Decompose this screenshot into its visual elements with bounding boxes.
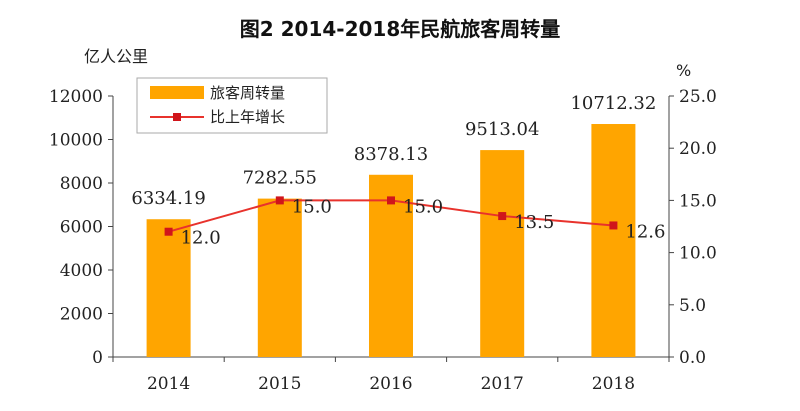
line-point — [609, 221, 618, 230]
bar — [257, 198, 302, 357]
line-point — [164, 227, 173, 236]
data-labels: 6334.19 7282.55 8378.13 9513.04 10712.32 12.0… — [131, 93, 665, 249]
left-tick-label: 0 — [92, 348, 103, 368]
bar — [369, 174, 413, 357]
x-tick-label: 2015 — [258, 374, 301, 394]
left-tick-label: 8000 — [60, 174, 103, 194]
legend-bar-label: 旅客周转量 — [210, 84, 285, 102]
line-value-label: 15.0 — [403, 196, 443, 217]
right-tick-label: 5.0 — [679, 296, 706, 316]
bar — [146, 219, 191, 357]
legend-bar-swatch — [150, 86, 204, 99]
right-tick-label: 10.0 — [679, 244, 717, 264]
line-point — [498, 212, 507, 221]
line-value-label: 13.5 — [514, 212, 554, 233]
legend-line-label: 比上年增长 — [210, 108, 285, 126]
right-tick-label: 20.0 — [679, 139, 717, 159]
bar-value-label: 6334.19 — [131, 188, 205, 209]
bar — [480, 150, 525, 357]
x-tick-label: 2016 — [369, 374, 412, 394]
left-tick-label: 4000 — [60, 261, 103, 281]
axes: 0 2000 4000 6000 8000 10000 12000 0.0 5.0 10.0 15.… — [49, 87, 717, 394]
line-series — [164, 196, 618, 236]
line-point — [275, 196, 284, 205]
bar-value-label: 7282.55 — [243, 168, 317, 189]
left-tick-label: 6000 — [60, 218, 103, 238]
legend-line-marker — [173, 113, 181, 121]
left-axis-unit: 亿人公里 — [84, 47, 148, 66]
right-axis-unit: % — [676, 61, 691, 80]
x-tick-label: 2014 — [147, 374, 190, 394]
left-tick-label: 12000 — [49, 87, 103, 107]
x-tick-label: 2018 — [592, 374, 635, 394]
left-tick-label: 10000 — [49, 131, 103, 151]
bar-value-label: 8378.13 — [354, 144, 428, 165]
right-tick-label: 0.0 — [679, 348, 706, 368]
bar-series — [146, 124, 636, 357]
x-tick-label: 2017 — [481, 374, 524, 394]
bar — [591, 124, 636, 357]
line-value-label: 15.0 — [292, 196, 332, 217]
bar-value-label: 10712.32 — [570, 93, 656, 114]
line-value-label: 12.6 — [625, 221, 665, 242]
legend: 旅客周转量 比上年增长 — [136, 77, 328, 134]
line-point — [387, 196, 395, 205]
left-tick-label: 2000 — [60, 305, 103, 325]
bar-value-label: 9513.04 — [465, 119, 539, 140]
line-value-label: 12.0 — [181, 228, 221, 249]
chart-title: 图2 2014-2018年民航旅客周转量 — [240, 17, 561, 41]
right-tick-label: 25.0 — [679, 87, 717, 107]
right-tick-label: 15.0 — [679, 191, 717, 211]
